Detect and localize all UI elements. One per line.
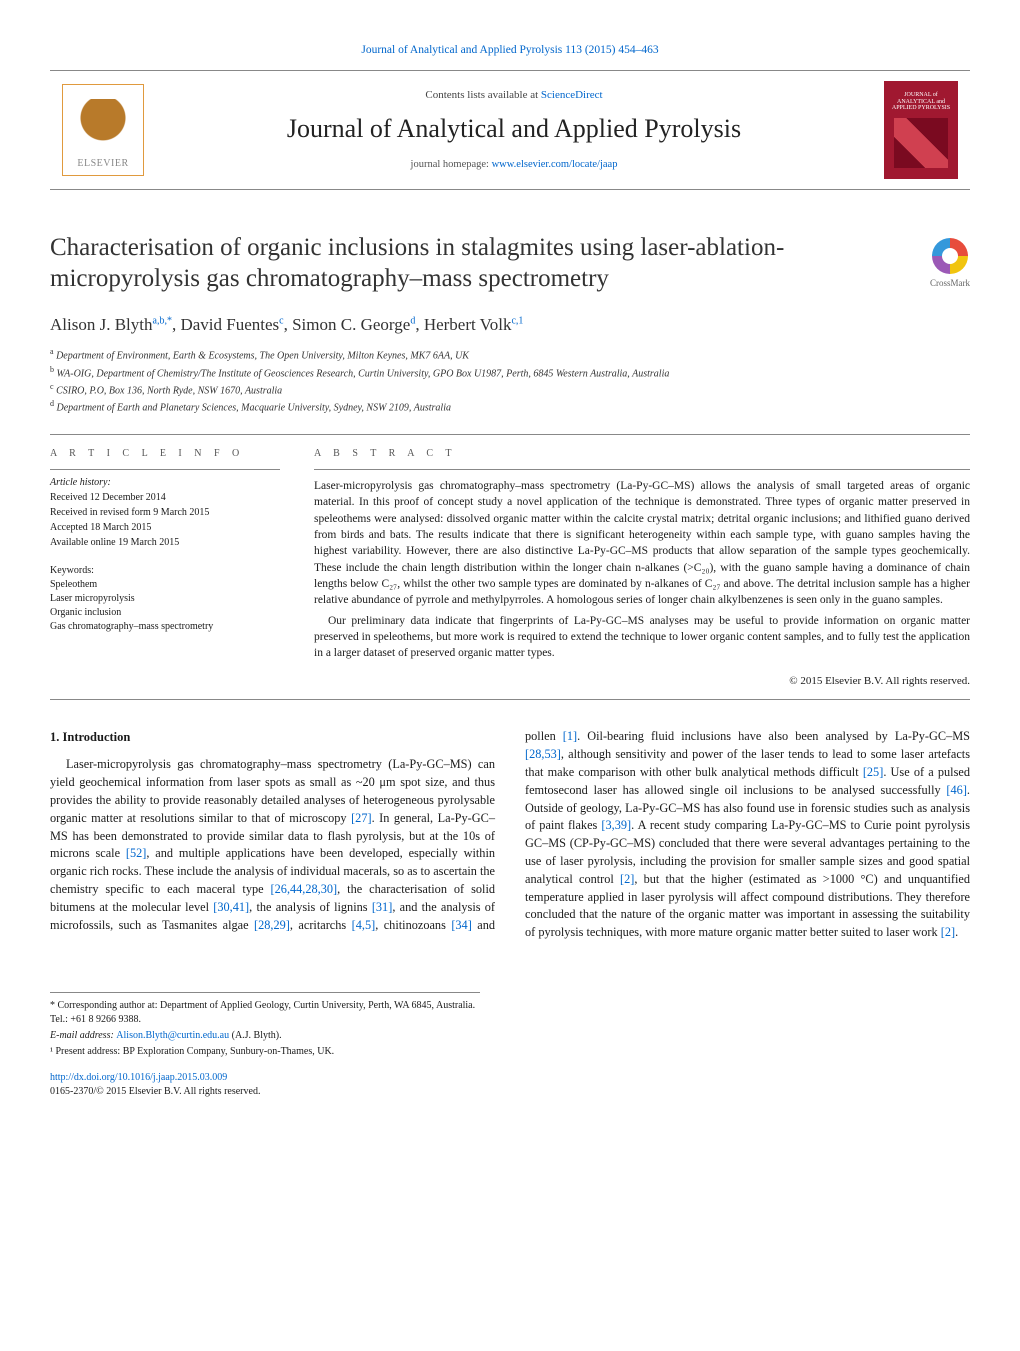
article-info-heading: a r t i c l e i n f o (50, 447, 280, 461)
intro-heading: 1. Introduction (50, 728, 495, 746)
email-footnote: E-mail address: Alison.Blyth@curtin.edu.… (50, 1029, 480, 1043)
contents-prefix: Contents lists available at (425, 89, 540, 101)
author-marks: d (410, 315, 415, 326)
author: Alison J. Blytha,b,* (50, 315, 172, 334)
author-marks: a,b,* (153, 315, 172, 326)
author-name: Simon C. George (292, 315, 410, 334)
affiliations: a Department of Environment, Earth & Eco… (50, 346, 970, 415)
intro-paragraph: Laser-micropyrolysis gas chromatography–… (50, 728, 970, 942)
author-name: Alison J. Blyth (50, 315, 153, 334)
ref-link[interactable]: [26,44,28,30] (271, 882, 338, 896)
abstract-col: a b s t r a c t Laser-micropyrolysis gas… (314, 447, 970, 689)
author: Herbert Volkc,1 (424, 315, 524, 334)
author: David Fuentesc (180, 315, 283, 334)
affiliation: d Department of Earth and Planetary Scie… (50, 398, 970, 415)
top-citation-link[interactable]: Journal of Analytical and Applied Pyroly… (361, 44, 658, 56)
crossmark-widget[interactable]: CrossMark (930, 238, 970, 290)
author-name: Herbert Volk (424, 315, 512, 334)
body-columns: 1. Introduction Laser-micropyrolysis gas… (50, 728, 970, 942)
publisher-name: ELSEVIER (77, 157, 128, 171)
elsevier-tree-icon (76, 99, 130, 153)
affiliation: c CSIRO, P.O, Box 136, North Ryde, NSW 1… (50, 381, 970, 398)
ref-link[interactable]: [2] (941, 925, 955, 939)
abstract-para: Laser-micropyrolysis gas chromatography–… (314, 478, 970, 609)
ref-link[interactable]: [30,41] (213, 900, 249, 914)
ref-link[interactable]: [27] (351, 811, 372, 825)
abstract-para: Our preliminary data indicate that finge… (314, 613, 970, 662)
keyword: Organic inclusion (50, 606, 280, 620)
abstract-heading: a b s t r a c t (314, 447, 970, 461)
ref-link[interactable]: [52] (126, 846, 147, 860)
corresponding-footnote: * Corresponding author at: Department of… (50, 999, 480, 1027)
ref-link[interactable]: [3,39] (601, 818, 631, 832)
ref-link[interactable]: [46] (946, 783, 967, 797)
publisher-logo: ELSEVIER (62, 84, 144, 176)
ref-link[interactable]: [34] (451, 918, 472, 932)
homepage-link[interactable]: www.elsevier.com/locate/jaap (492, 159, 618, 170)
history-block: Article history: Received 12 December 20… (50, 469, 280, 550)
journal-name: Journal of Analytical and Applied Pyroly… (158, 111, 870, 147)
keyword: Speleothem (50, 578, 280, 592)
keyword: Gas chromatography–mass spectrometry (50, 620, 280, 634)
homepage-line: journal homepage: www.elsevier.com/locat… (158, 158, 870, 173)
doi-block: http://dx.doi.org/10.1016/j.jaap.2015.03… (50, 1071, 970, 1099)
article-info-col: a r t i c l e i n f o Article history: R… (50, 447, 280, 689)
homepage-prefix: journal homepage: (411, 159, 492, 170)
author: Simon C. Georged (292, 315, 415, 334)
history-item: Available online 19 March 2015 (50, 536, 280, 550)
keyword: Laser micropyrolysis (50, 592, 280, 606)
history-item: Received in revised form 9 March 2015 (50, 506, 280, 520)
rule (50, 699, 970, 700)
cover-art-icon (894, 118, 948, 168)
footnotes: * Corresponding author at: Department of… (50, 992, 480, 1059)
author-marks: c (279, 315, 283, 326)
ref-link[interactable]: [1] (563, 729, 577, 743)
abstract-body: Laser-micropyrolysis gas chromatography–… (314, 469, 970, 689)
article-title: Characterisation of organic inclusions i… (50, 232, 850, 295)
sciencedirect-link[interactable]: ScienceDirect (541, 89, 603, 101)
affiliation: a Department of Environment, Earth & Eco… (50, 346, 970, 363)
email-suffix: (A.J. Blyth). (229, 1030, 282, 1041)
ref-link[interactable]: [25] (863, 765, 884, 779)
author-name: David Fuentes (180, 315, 279, 334)
title-area: Characterisation of organic inclusions i… (50, 232, 970, 295)
history-item: Received 12 December 2014 (50, 491, 280, 505)
top-citation: Journal of Analytical and Applied Pyroly… (50, 40, 970, 58)
rule (50, 434, 970, 435)
ref-link[interactable]: [28,29] (254, 918, 290, 932)
keywords-block: Keywords: Speleothem Laser micropyrolysi… (50, 564, 280, 634)
author-list: Alison J. Blytha,b,*, David Fuentesc, Si… (50, 313, 970, 337)
email-label: E-mail address: (50, 1030, 116, 1041)
ref-link[interactable]: [31] (372, 900, 393, 914)
cover-title: JOURNAL of ANALYTICAL and APPLIED PYROLY… (888, 92, 954, 112)
crossmark-icon (932, 238, 968, 274)
issn-line: 0165-2370/© 2015 Elsevier B.V. All right… (50, 1086, 260, 1097)
contents-line: Contents lists available at ScienceDirec… (158, 88, 870, 103)
history-item: Accepted 18 March 2015 (50, 521, 280, 535)
present-address-footnote: ¹ Present address: BP Exploration Compan… (50, 1045, 480, 1059)
keywords-label: Keywords: (50, 564, 280, 578)
crossmark-label: CrossMark (930, 277, 970, 290)
ref-link[interactable]: [2] (620, 872, 634, 886)
email-link[interactable]: Alison.Blyth@curtin.edu.au (116, 1030, 229, 1041)
header-center: Contents lists available at ScienceDirec… (158, 88, 870, 172)
history-label: Article history: (50, 476, 280, 490)
affiliation: b WA-OIG, Department of Chemistry/The In… (50, 364, 970, 381)
ref-link[interactable]: [4,5] (352, 918, 376, 932)
author-marks: c,1 (511, 315, 523, 326)
abstract-copyright: © 2015 Elsevier B.V. All rights reserved… (314, 674, 970, 690)
ref-link[interactable]: [28,53] (525, 747, 561, 761)
journal-cover-thumb: JOURNAL of ANALYTICAL and APPLIED PYROLY… (884, 81, 958, 179)
journal-header: ELSEVIER Contents lists available at Sci… (50, 70, 970, 190)
doi-link[interactable]: http://dx.doi.org/10.1016/j.jaap.2015.03… (50, 1072, 227, 1083)
info-abstract-row: a r t i c l e i n f o Article history: R… (50, 447, 970, 689)
